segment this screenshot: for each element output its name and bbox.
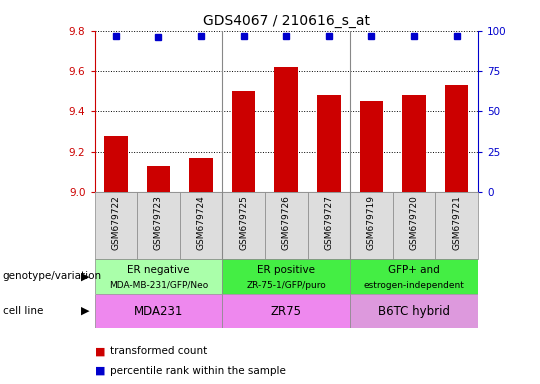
- Bar: [445, 85, 468, 192]
- Text: GSM679722: GSM679722: [111, 195, 120, 250]
- Text: ER negative: ER negative: [127, 265, 190, 275]
- Bar: [393, 192, 435, 259]
- Text: GSM679723: GSM679723: [154, 195, 163, 250]
- Bar: [137, 192, 180, 259]
- Bar: [350, 294, 478, 328]
- Text: GSM679726: GSM679726: [282, 195, 291, 250]
- Text: estrogen-independent: estrogen-independent: [363, 281, 464, 290]
- Text: ▶: ▶: [80, 271, 89, 281]
- Text: MDA231: MDA231: [134, 305, 183, 318]
- Text: ZR75: ZR75: [271, 305, 302, 318]
- Bar: [222, 259, 350, 294]
- Bar: [274, 67, 298, 192]
- Bar: [402, 95, 426, 192]
- Bar: [317, 95, 341, 192]
- Text: percentile rank within the sample: percentile rank within the sample: [110, 366, 286, 376]
- Text: GSM679725: GSM679725: [239, 195, 248, 250]
- Text: GSM679727: GSM679727: [325, 195, 333, 250]
- Bar: [265, 192, 307, 259]
- Bar: [360, 101, 383, 192]
- Bar: [222, 192, 265, 259]
- Bar: [94, 259, 222, 294]
- Bar: [147, 166, 170, 192]
- Bar: [307, 192, 350, 259]
- Bar: [190, 158, 213, 192]
- Bar: [435, 192, 478, 259]
- Text: ▶: ▶: [80, 306, 89, 316]
- Text: GSM679724: GSM679724: [197, 195, 206, 250]
- Text: transformed count: transformed count: [110, 346, 207, 356]
- Text: ■: ■: [94, 346, 105, 356]
- Text: ER positive: ER positive: [257, 265, 315, 275]
- Bar: [350, 192, 393, 259]
- Bar: [222, 294, 350, 328]
- Bar: [350, 259, 478, 294]
- Bar: [94, 192, 137, 259]
- Text: GSM679720: GSM679720: [409, 195, 418, 250]
- Text: MDA-MB-231/GFP/Neo: MDA-MB-231/GFP/Neo: [109, 281, 208, 290]
- Text: genotype/variation: genotype/variation: [3, 271, 102, 281]
- Bar: [94, 294, 222, 328]
- Title: GDS4067 / 210616_s_at: GDS4067 / 210616_s_at: [202, 14, 370, 28]
- Text: ■: ■: [94, 366, 105, 376]
- Bar: [180, 192, 222, 259]
- Text: GSM679719: GSM679719: [367, 195, 376, 250]
- Text: cell line: cell line: [3, 306, 43, 316]
- Text: B6TC hybrid: B6TC hybrid: [378, 305, 450, 318]
- Bar: [104, 136, 127, 192]
- Text: ZR-75-1/GFP/puro: ZR-75-1/GFP/puro: [246, 281, 326, 290]
- Text: GSM679721: GSM679721: [452, 195, 461, 250]
- Bar: [232, 91, 255, 192]
- Text: GFP+ and: GFP+ and: [388, 265, 440, 275]
